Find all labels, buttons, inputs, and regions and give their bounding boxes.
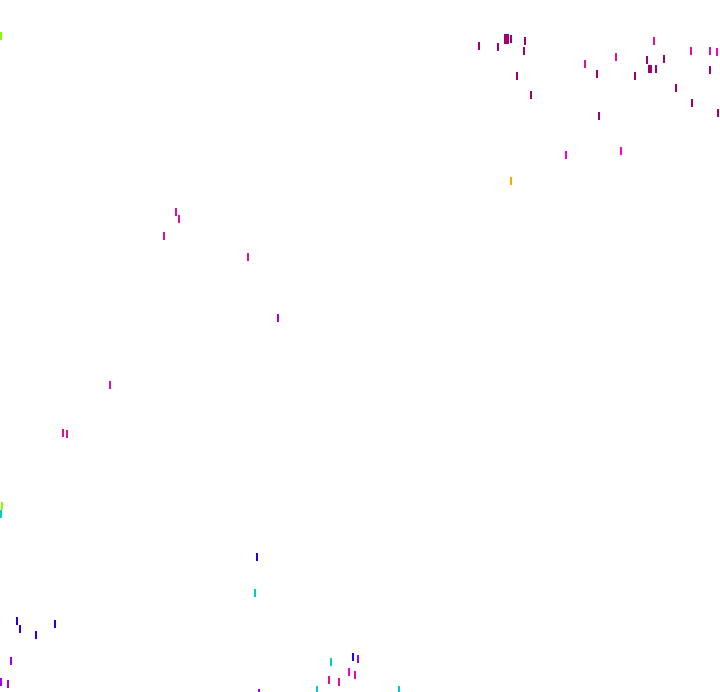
mark <box>398 686 400 692</box>
mark <box>530 91 532 99</box>
mark <box>62 429 64 437</box>
mark <box>54 620 56 628</box>
mark <box>709 47 711 55</box>
mark <box>565 151 567 159</box>
mark <box>690 47 692 55</box>
mark <box>258 689 260 692</box>
mark <box>709 66 711 74</box>
mark <box>338 678 340 686</box>
mark <box>1 502 3 510</box>
mark <box>0 510 2 518</box>
mark <box>10 657 12 665</box>
mark <box>510 177 512 185</box>
mark <box>653 37 655 45</box>
mark <box>0 32 2 40</box>
mark <box>598 112 600 120</box>
mark <box>663 55 665 63</box>
mark <box>66 430 68 438</box>
mark <box>478 42 480 50</box>
mark <box>316 686 318 692</box>
mark <box>247 253 249 261</box>
mark <box>646 56 648 64</box>
mark <box>510 35 512 43</box>
mark <box>277 314 279 322</box>
mark <box>178 215 180 223</box>
mark <box>19 625 21 633</box>
mark <box>717 109 719 117</box>
mark <box>615 53 617 61</box>
mark <box>354 671 356 679</box>
mark <box>0 678 2 686</box>
mark <box>504 34 509 44</box>
mark <box>348 668 350 676</box>
mark <box>109 381 111 389</box>
mark <box>675 84 677 92</box>
mark <box>497 43 499 51</box>
mark <box>254 589 256 597</box>
mark <box>328 676 330 684</box>
mark <box>716 48 718 56</box>
mark <box>330 658 332 666</box>
mark <box>352 653 354 661</box>
mark <box>256 553 258 561</box>
mark <box>175 208 177 216</box>
mark <box>584 60 586 68</box>
mark <box>516 72 518 80</box>
mark <box>634 72 636 80</box>
mark <box>620 147 622 155</box>
mark <box>524 37 526 45</box>
mark <box>163 232 165 240</box>
mark <box>655 65 657 73</box>
mark <box>357 655 359 663</box>
mark <box>35 631 37 639</box>
mark <box>648 65 652 73</box>
mark <box>523 47 525 55</box>
mark <box>596 70 598 78</box>
mark <box>16 617 18 625</box>
mark <box>7 680 9 688</box>
mark <box>691 99 693 107</box>
